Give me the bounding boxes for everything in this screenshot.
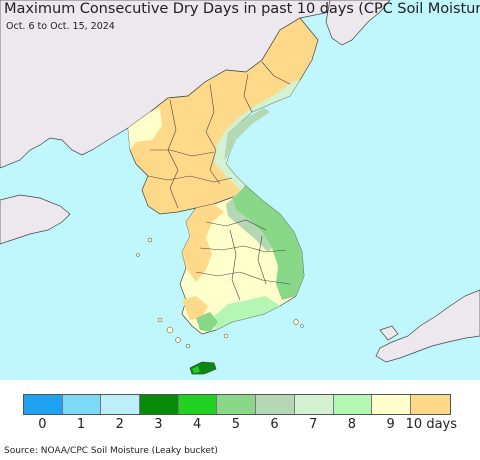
legend-swatch-4 bbox=[178, 395, 218, 414]
legend-label-8: 8 bbox=[347, 417, 357, 432]
legend-label-1: 1 bbox=[76, 417, 86, 432]
legend-swatch-8 bbox=[333, 395, 373, 414]
south-korea-west-zone bbox=[182, 204, 224, 282]
legend-swatch-3 bbox=[140, 395, 179, 414]
legend-swatch-6 bbox=[256, 395, 295, 414]
date-range: Oct. 6 to Oct. 15, 2024 bbox=[6, 21, 115, 32]
russia-land bbox=[325, 0, 391, 46]
legend-label-10: 10 days bbox=[405, 417, 458, 432]
north-korea-nw-zone bbox=[128, 108, 162, 150]
legend-labels: 0 1 2 3 4 5 6 7 8 9 10 days bbox=[0, 417, 480, 435]
south-korea-east-zone bbox=[232, 186, 304, 300]
legend-label-4: 4 bbox=[193, 417, 202, 432]
japan-land bbox=[375, 289, 480, 363]
south-korea-south-zone bbox=[210, 296, 280, 330]
legend-label-0: 0 bbox=[38, 417, 47, 432]
legend-color-bar bbox=[23, 394, 451, 415]
legend-swatch-5 bbox=[217, 395, 257, 414]
south-korea-southwest-green bbox=[196, 312, 218, 332]
legend-label-7: 7 bbox=[309, 417, 318, 432]
south-korea-southwest-zone bbox=[182, 296, 208, 320]
legend-swatch-9 bbox=[372, 395, 411, 414]
north-korea-east-zone-2 bbox=[224, 108, 270, 160]
legend-label-6: 6 bbox=[270, 417, 279, 432]
map bbox=[0, 0, 480, 380]
map-title: Maximum Consecutive Dry Days in past 10 … bbox=[4, 0, 480, 17]
japan-island bbox=[379, 325, 399, 341]
legend-swatch-1 bbox=[62, 395, 102, 414]
jeju-island-west bbox=[192, 366, 200, 373]
shandong-land bbox=[0, 194, 71, 245]
legend-swatch-7 bbox=[294, 395, 334, 414]
legend-swatch-2 bbox=[101, 395, 141, 414]
islands bbox=[136, 237, 304, 349]
legend-label-5: 5 bbox=[231, 417, 240, 432]
legend-label-3: 3 bbox=[154, 417, 163, 432]
legend-swatch-0 bbox=[24, 395, 63, 414]
province-boundaries bbox=[147, 61, 291, 301]
legend-swatch-10 bbox=[410, 395, 450, 414]
source-note: Source: NOAA/CPC Soil Moisture (Leaky bu… bbox=[4, 446, 218, 456]
legend-label-2: 2 bbox=[115, 417, 124, 432]
legend-label-9: 9 bbox=[386, 417, 395, 432]
south-korea-east-zone-2 bbox=[226, 186, 272, 252]
